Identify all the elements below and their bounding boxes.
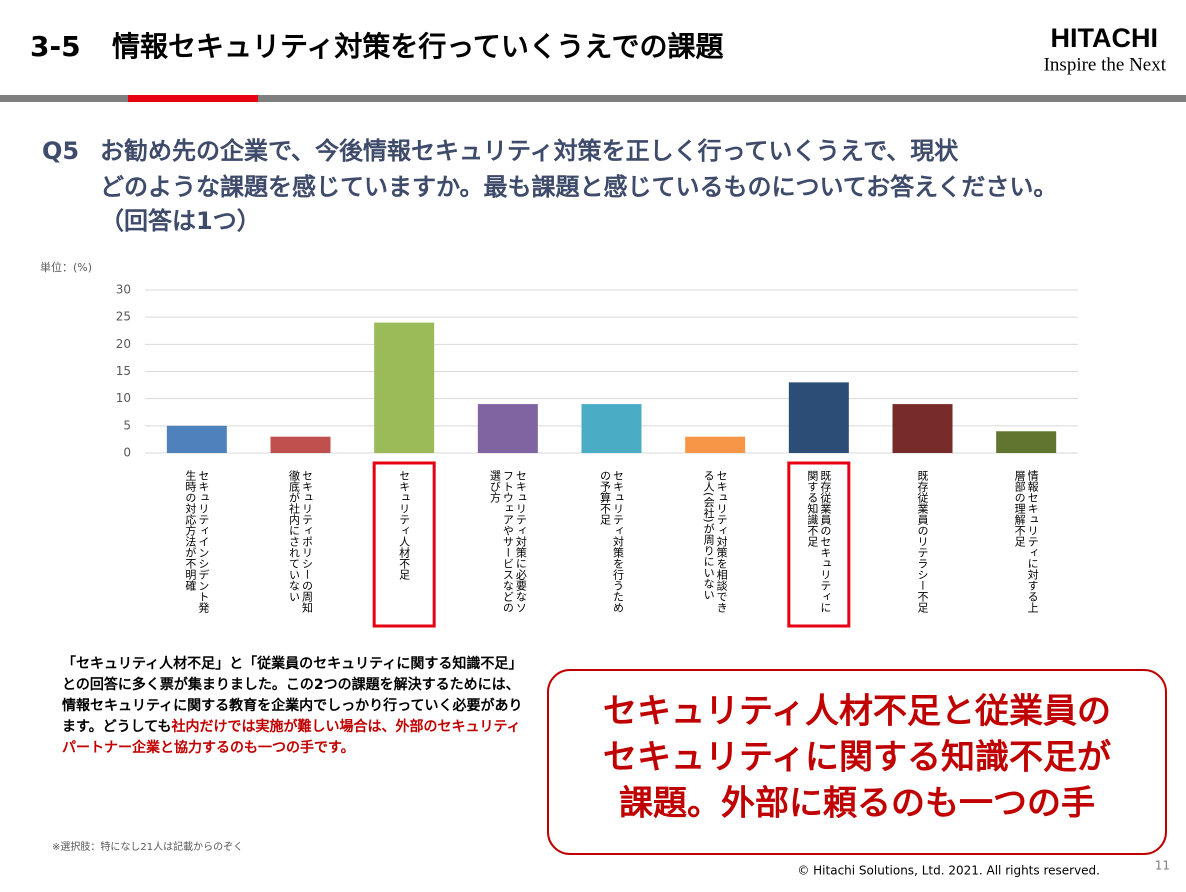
bar — [788, 382, 849, 453]
bar — [892, 404, 953, 453]
section-number: 3-5 — [30, 30, 81, 63]
bar — [270, 436, 331, 453]
x-tick-label: セキュリティインシデント発生時の対応方法が不明確 — [183, 470, 210, 613]
question-line: どのような課題を感じていますか。最も課題と感じているものについてお答えください。 — [100, 173, 1057, 201]
question-label: Q5 — [42, 137, 79, 165]
y-tick-label: 20 — [116, 337, 131, 351]
callout-line: 課題。外部に頼るのも一つの手 — [619, 784, 1095, 824]
bar — [996, 431, 1057, 453]
x-tick-label: 既存従業員のセキュリティに関する知識不足 — [805, 470, 832, 613]
y-tick-label: 30 — [116, 283, 131, 297]
y-tick-label: 5 — [123, 418, 131, 432]
callout-line: セキュリティに関する知識不足が — [603, 738, 1111, 778]
bar — [477, 404, 538, 453]
bar — [374, 322, 435, 453]
note: ※選択肢：特になし21人は記載からのぞく — [52, 840, 243, 853]
y-tick-label: 0 — [123, 446, 131, 460]
x-tick-label: セキュリティポリシーの周知徹底が社内にされていない — [287, 470, 314, 613]
header-accent — [128, 95, 258, 102]
highlight-box — [372, 461, 436, 628]
x-tick-label: セキュリティ人材不足 — [397, 470, 411, 580]
tagline: Inspire the Next — [1044, 54, 1167, 75]
callout-line: セキュリティ人材不足と従業員の — [603, 692, 1111, 732]
callout-box — [547, 669, 1167, 855]
x-tick-label: セキュリティ対策を行うための予算不足 — [598, 470, 625, 613]
x-tick-label: 既存従業員のリテラシー不足 — [916, 470, 929, 613]
page-title: 情報セキュリティ対策を行っていくうえでの課題 — [112, 30, 725, 63]
x-tick-label: セキュリティ対策を相談できる人(会社)が周りにいない — [702, 470, 729, 613]
question-line: （回答は1つ） — [100, 207, 261, 235]
logo: HITACHI — [1051, 23, 1159, 53]
x-tick-label: 情報セキュリティに対する上層部の理解不足 — [1013, 470, 1040, 613]
bar — [685, 436, 746, 453]
header-rule — [0, 95, 1186, 102]
unit-label: 単位：(%) — [40, 260, 92, 274]
page-number: 11 — [1155, 859, 1170, 873]
question-line: お勧め先の企業で、今後情報セキュリティ対策を正しく行っていくうえで、現状 — [100, 137, 959, 165]
highlight-box — [787, 461, 851, 628]
summary-body: 「セキュリティ人材不足」と「従業員のセキュリティに関する知識不足」との回答に多く… — [62, 656, 523, 735]
y-tick-label: 15 — [116, 364, 131, 378]
y-tick-label: 25 — [116, 310, 131, 324]
bar — [581, 404, 642, 453]
summary-emphasis: 社内だけでは実施が難しい場合は、外部のセキュリティパートナー企業と協力するのも一… — [62, 719, 521, 756]
bar — [166, 425, 227, 453]
summary: 「セキュリティ人材不足」と「従業員のセキュリティに関する知識不足」との回答に多く… — [62, 654, 532, 759]
y-tick-label: 10 — [116, 391, 131, 405]
copyright: © Hitachi Solutions, Ltd. 2021. All righ… — [797, 864, 1100, 878]
x-tick-label: セキュリティ対策に必要なソフトウェアやサービスなどの選び方 — [488, 470, 528, 613]
